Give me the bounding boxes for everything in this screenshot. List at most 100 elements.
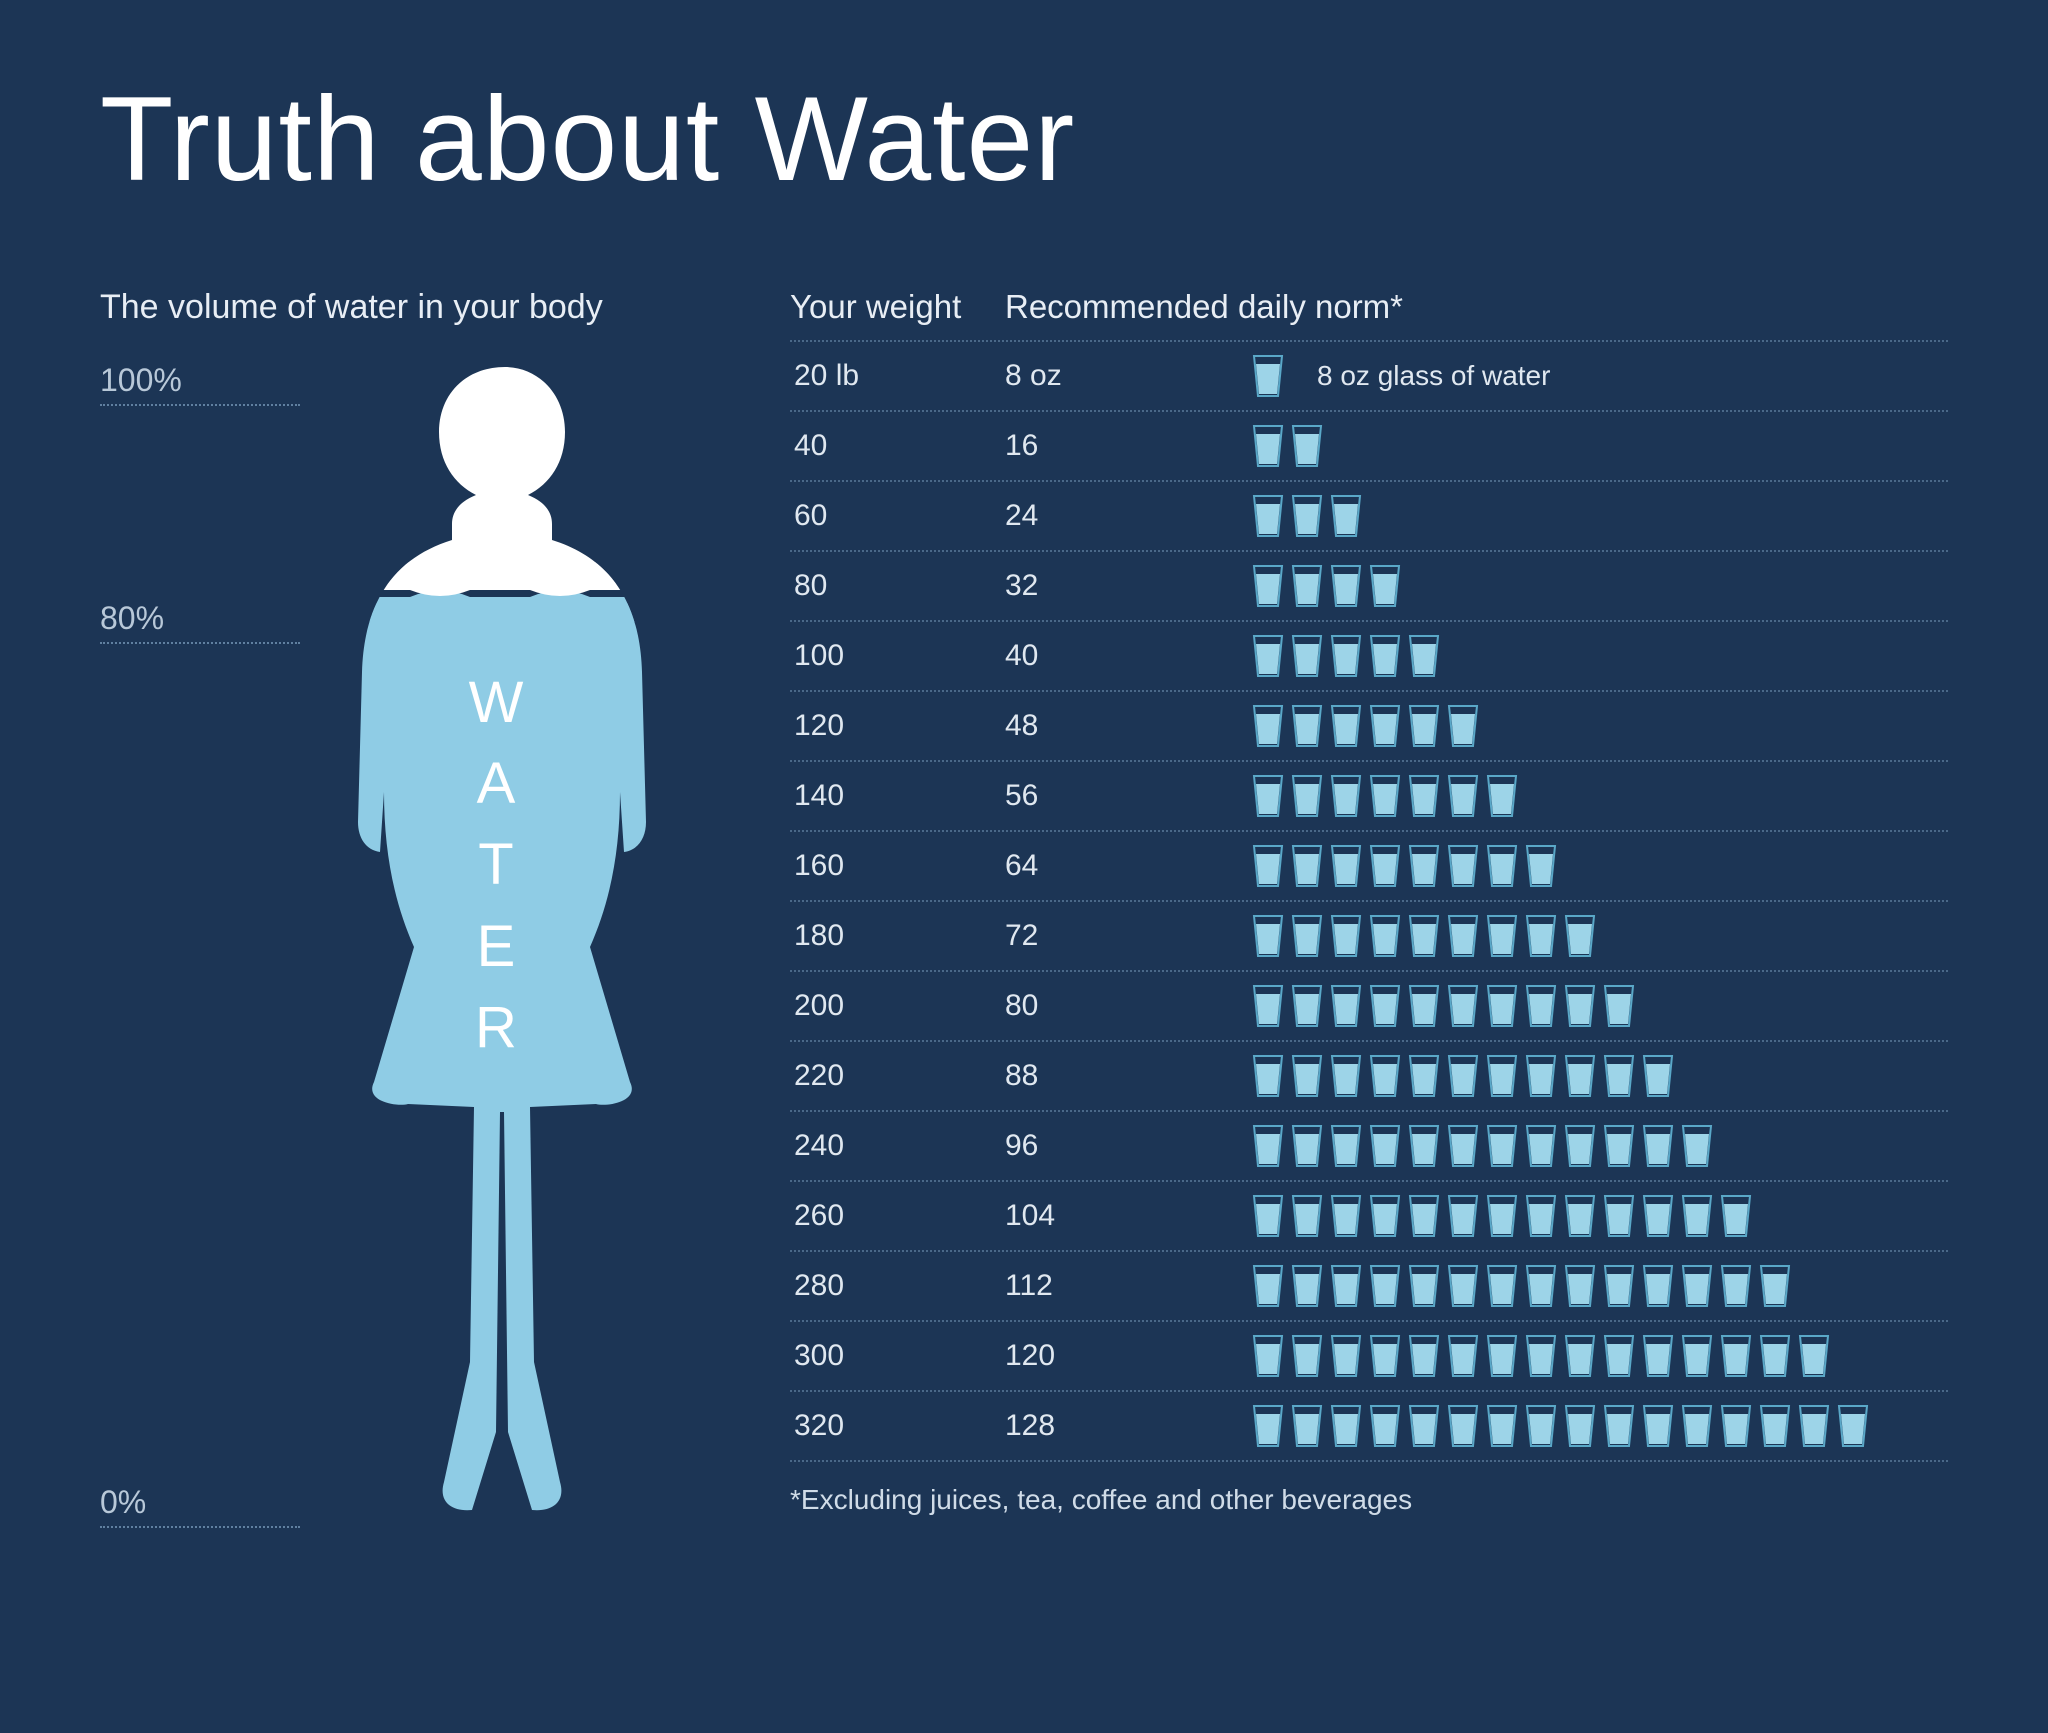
water-glass-icon [1367, 984, 1403, 1028]
cell-oz: 96 [1005, 1129, 1250, 1163]
water-glass-icon [1406, 634, 1442, 678]
cell-glasses [1250, 494, 1948, 538]
water-glass-icon [1250, 1194, 1286, 1238]
water-glass-icon [1640, 1054, 1676, 1098]
water-glass-icon [1640, 1124, 1676, 1168]
cell-glasses [1250, 1264, 1948, 1308]
water-glass-icon [1562, 1054, 1598, 1098]
water-glass-icon [1523, 844, 1559, 888]
page-title: Truth about Water [100, 70, 1948, 208]
left-panel: The volume of water in your body 100%80%… [100, 288, 720, 1542]
water-glass-icon [1562, 1264, 1598, 1308]
water-glass-icon [1289, 984, 1325, 1028]
scale-label: 100% [100, 362, 182, 399]
water-glass-icon [1250, 564, 1286, 608]
cell-oz: 128 [1005, 1409, 1250, 1443]
water-glass-icon [1601, 1054, 1637, 1098]
water-glass-icon [1718, 1264, 1754, 1308]
footnote-text: *Excluding juices, tea, coffee and other… [790, 1484, 1948, 1516]
cell-oz: 40 [1005, 639, 1250, 673]
water-glass-icon [1718, 1194, 1754, 1238]
water-glass-icon [1445, 984, 1481, 1028]
water-glass-icon [1250, 984, 1286, 1028]
water-glass-icon [1445, 1194, 1481, 1238]
scale-label: 0% [100, 1484, 146, 1521]
table-row: 20 lb8 oz8 oz glass of water [790, 340, 1948, 410]
cell-glasses [1250, 1054, 1948, 1098]
water-glass-icon [1406, 984, 1442, 1028]
water-glass-icon [1328, 1334, 1364, 1378]
water-glass-icon [1367, 774, 1403, 818]
water-glass-icon [1640, 1264, 1676, 1308]
water-glass-icon [1679, 1194, 1715, 1238]
cell-glasses [1250, 844, 1948, 888]
water-glass-icon [1289, 1264, 1325, 1308]
water-glass-icon [1250, 914, 1286, 958]
water-glass-icon [1484, 844, 1520, 888]
cell-weight: 100 [790, 639, 1005, 673]
water-glass-icon [1523, 1334, 1559, 1378]
scale-dotted-line [100, 404, 300, 406]
water-glass-icon [1328, 494, 1364, 538]
water-glass-icon [1289, 914, 1325, 958]
table-row: 18072 [790, 900, 1948, 970]
water-glass-icon [1328, 1404, 1364, 1448]
water-glass-icon [1484, 1054, 1520, 1098]
cell-glasses [1250, 914, 1948, 958]
water-glass-icon [1328, 1124, 1364, 1168]
content-area: The volume of water in your body 100%80%… [100, 288, 1948, 1542]
water-glass-icon [1601, 984, 1637, 1028]
cell-glasses [1250, 774, 1948, 818]
water-glass-icon [1367, 1054, 1403, 1098]
water-glass-icon [1484, 1264, 1520, 1308]
water-glass-icon [1328, 1264, 1364, 1308]
water-glass-icon [1367, 1404, 1403, 1448]
water-glass-icon [1523, 1194, 1559, 1238]
water-glass-icon [1796, 1334, 1832, 1378]
cell-glasses [1250, 984, 1948, 1028]
cell-weight: 80 [790, 569, 1005, 603]
table-row: 16064 [790, 830, 1948, 900]
water-glass-icon [1250, 774, 1286, 818]
water-glass-icon [1367, 1124, 1403, 1168]
cell-oz: 56 [1005, 779, 1250, 813]
col-header-weight: Your weight [790, 288, 1005, 326]
cell-weight: 240 [790, 1129, 1005, 1163]
cell-oz: 48 [1005, 709, 1250, 743]
water-glass-icon [1445, 1264, 1481, 1308]
water-glass-icon [1367, 704, 1403, 748]
cell-oz: 24 [1005, 499, 1250, 533]
water-glass-icon [1718, 1334, 1754, 1378]
water-glass-icon [1601, 1194, 1637, 1238]
water-glass-icon [1601, 1124, 1637, 1168]
water-glass-icon [1484, 1404, 1520, 1448]
table-row: 20080 [790, 970, 1948, 1040]
water-glass-icon [1679, 1404, 1715, 1448]
water-glass-icon [1367, 1334, 1403, 1378]
water-glass-icon [1445, 914, 1481, 958]
table-bottom-border [790, 1460, 1948, 1462]
cell-oz: 16 [1005, 429, 1250, 463]
water-glass-icon [1445, 1054, 1481, 1098]
water-glass-icon [1328, 774, 1364, 818]
water-glass-icon [1445, 1334, 1481, 1378]
water-glass-icon [1289, 1334, 1325, 1378]
water-glass-icon [1250, 844, 1286, 888]
water-glass-icon [1445, 1404, 1481, 1448]
water-glass-icon [1406, 844, 1442, 888]
water-glass-icon [1484, 1124, 1520, 1168]
water-glass-icon [1562, 914, 1598, 958]
table-row: 320128 [790, 1390, 1948, 1460]
water-glass-icon [1679, 1264, 1715, 1308]
water-glass-icon [1523, 984, 1559, 1028]
body-water-heading: The volume of water in your body [100, 288, 720, 327]
cell-weight: 220 [790, 1059, 1005, 1093]
cell-weight: 140 [790, 779, 1005, 813]
water-glass-icon [1328, 844, 1364, 888]
water-glass-icon [1328, 634, 1364, 678]
cell-oz: 64 [1005, 849, 1250, 883]
water-glass-icon [1406, 1054, 1442, 1098]
water-glass-icon [1367, 844, 1403, 888]
cell-oz: 72 [1005, 919, 1250, 953]
silhouette-wrap: WATER [290, 362, 720, 1542]
